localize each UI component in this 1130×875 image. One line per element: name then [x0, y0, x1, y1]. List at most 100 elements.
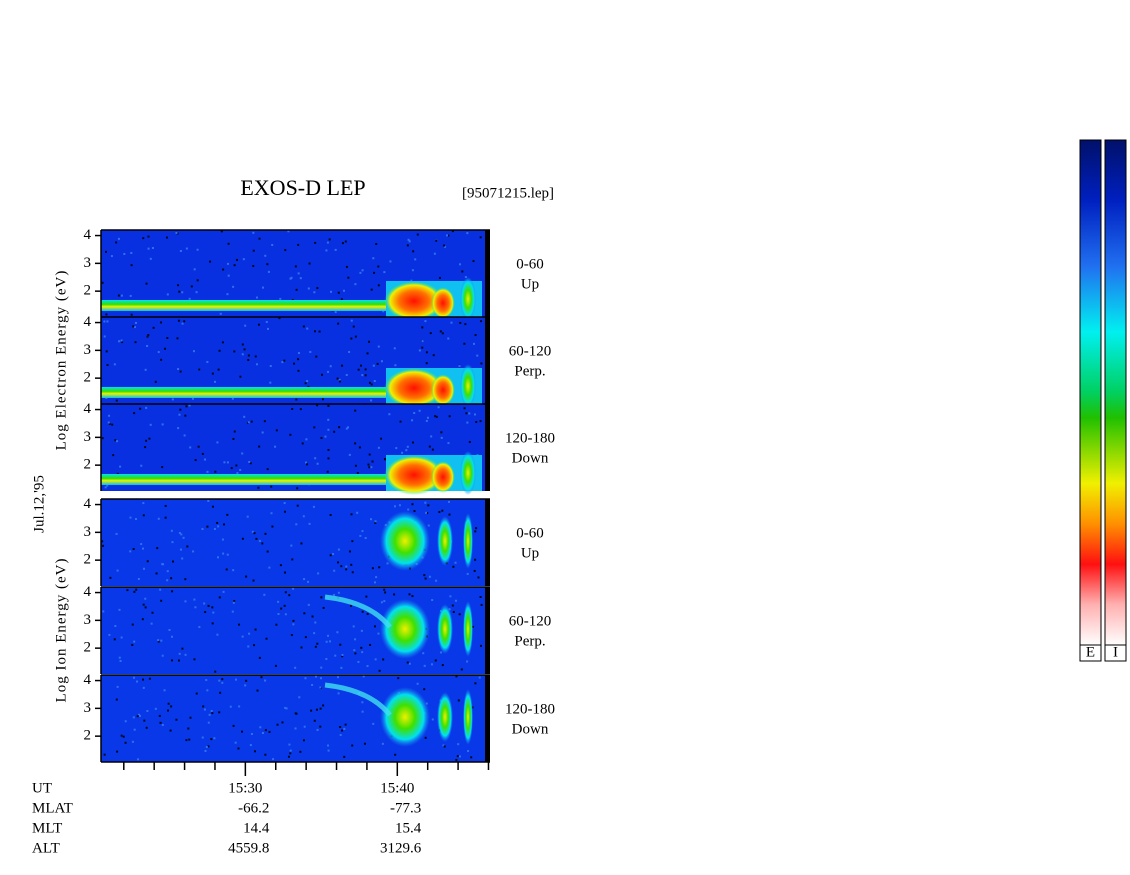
spectrogram-texture — [424, 501, 427, 504]
spectrogram-texture — [185, 739, 188, 742]
spectrogram-texture — [141, 547, 144, 550]
spectrogram-texture — [115, 532, 118, 535]
spectrogram-texture — [213, 527, 216, 530]
spectrogram-texture — [242, 258, 245, 261]
spectrogram-texture — [376, 362, 379, 365]
spectrogram-texture — [247, 354, 250, 357]
spectrogram-texture — [241, 537, 244, 540]
ephemeris-name: MLT — [32, 820, 62, 836]
spectrogram-texture — [425, 511, 428, 514]
spectrogram-texture — [297, 358, 300, 361]
spectrogram-texture — [108, 422, 111, 425]
spectrogram-texture — [211, 712, 214, 715]
spectrogram-texture — [252, 231, 255, 234]
spectrogram-texture — [271, 525, 274, 528]
spectrogram-texture — [297, 243, 300, 246]
spectrogram-texture — [145, 439, 148, 442]
spectrogram-texture — [378, 566, 381, 569]
spectrogram-texture — [394, 505, 397, 508]
spectrogram-texture — [364, 368, 367, 371]
spectrogram-texture — [247, 421, 250, 424]
panel-label: 120-180 — [505, 701, 555, 717]
color-bar-label: E — [1086, 644, 1095, 660]
spectrogram-texture — [134, 321, 137, 324]
spectrogram-texture — [294, 265, 297, 268]
spectrogram-texture — [289, 277, 292, 280]
spectrogram-texture — [232, 601, 235, 604]
spectrogram-texture — [423, 688, 426, 691]
spectrogram-texture — [232, 437, 235, 440]
spectrogram-texture — [416, 233, 419, 236]
spectrogram-texture — [253, 750, 256, 753]
spectrogram-texture — [257, 323, 260, 326]
spectrogram-texture — [352, 325, 355, 328]
spectrogram-texture — [380, 601, 383, 604]
spectrogram-texture — [480, 362, 483, 365]
spectrogram-texture — [296, 487, 299, 490]
spectrogram-texture — [248, 460, 251, 463]
spectrogram-texture — [226, 461, 229, 464]
spectrogram-texture — [443, 244, 446, 247]
spectrogram-texture — [348, 550, 351, 553]
spectrogram-texture — [175, 231, 178, 234]
spectrogram-texture — [361, 701, 364, 704]
date: Jul.12,'95 — [31, 475, 47, 533]
spectrogram-texture — [343, 289, 346, 292]
spectrogram-texture — [136, 715, 139, 718]
spectrogram-texture — [328, 238, 331, 241]
spectrogram-texture — [249, 744, 252, 747]
spectrogram-texture — [383, 271, 386, 274]
spectrogram-texture — [159, 721, 162, 724]
spectrogram-texture — [172, 560, 175, 563]
spectrogram-texture — [366, 612, 369, 615]
spectrogram-texture — [150, 622, 153, 625]
panel-edge — [485, 587, 490, 674]
spectrogram-texture — [220, 230, 223, 233]
spectrogram-texture — [373, 380, 376, 383]
spectrogram-texture — [463, 407, 466, 410]
panel-edge — [485, 230, 490, 317]
spectrogram-texture — [248, 632, 251, 635]
spectrogram-texture — [162, 563, 165, 566]
spectrogram-texture — [479, 596, 482, 599]
spectrogram-texture — [315, 675, 318, 678]
spectrogram-texture — [168, 629, 171, 632]
color-bar — [1079, 139, 1102, 646]
spectrogram-texture — [313, 426, 316, 429]
spectrogram-texture — [345, 265, 348, 268]
spectrogram-texture — [384, 591, 387, 594]
spectrogram-texture — [423, 664, 426, 667]
spectrogram-texture — [332, 553, 335, 556]
spectrogram-texture — [378, 669, 381, 672]
spectrogram-texture — [106, 320, 109, 323]
spectrogram-texture — [270, 512, 273, 515]
spectrogram-texture — [435, 239, 438, 242]
spectrogram-texture — [261, 542, 264, 545]
spectrogram-texture — [140, 543, 143, 546]
spectrogram-texture — [480, 603, 483, 606]
spectrogram-texture — [350, 337, 353, 340]
spectrogram-texture — [179, 370, 182, 373]
spectrogram-texture — [222, 552, 225, 555]
spectrogram-texture — [314, 241, 317, 244]
spectrogram-texture — [479, 236, 482, 239]
spectrogram-texture — [431, 599, 434, 602]
spectrogram-texture — [377, 265, 380, 268]
spectrogram-texture — [130, 252, 133, 255]
y-tick-label: 4 — [84, 314, 92, 330]
spectrogram-texture — [178, 652, 181, 655]
spectrogram-texture — [239, 375, 242, 378]
spectrogram-texture — [362, 675, 365, 678]
panel-label: 0-60 — [516, 256, 544, 272]
spectrogram-texture — [158, 714, 161, 717]
spectrogram-texture — [195, 291, 198, 294]
spectrogram-texture — [148, 677, 151, 680]
spectrogram-texture — [315, 708, 318, 711]
spectrogram-texture — [455, 675, 458, 678]
spectrogram-texture — [447, 234, 450, 237]
spectrogram-texture — [438, 276, 441, 279]
spectrogram-texture — [336, 631, 339, 634]
ephemeris-value: 3129.6 — [380, 840, 422, 856]
spectrogram-texture — [338, 378, 341, 381]
spectrogram-texture — [133, 326, 136, 329]
